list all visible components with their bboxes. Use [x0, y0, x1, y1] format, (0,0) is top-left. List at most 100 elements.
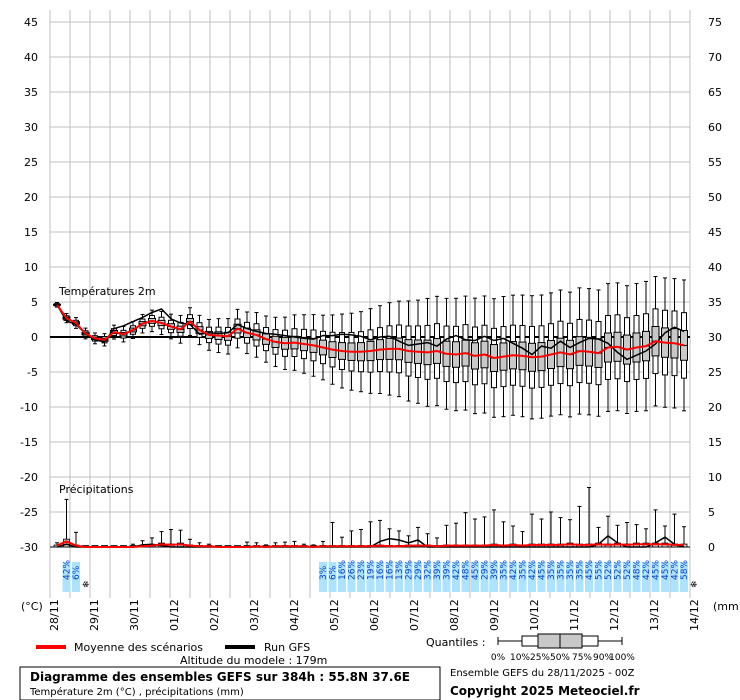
snow-prob-bg	[670, 562, 679, 592]
snow-prob-label: 35%	[547, 560, 557, 580]
quantile-label: 90%	[593, 653, 613, 663]
snow-prob-bg	[594, 562, 603, 592]
right-tick-label: 40	[708, 261, 722, 274]
snow-prob-bg	[62, 562, 71, 592]
snow-prob-bg	[547, 562, 555, 592]
x-tick-label: 01/12	[168, 599, 181, 631]
series-lines	[56, 304, 685, 549]
snow-prob-label: 42%	[528, 560, 538, 580]
snow-prob-label: 42%	[452, 560, 462, 580]
x-tick-label: 09/12	[488, 599, 501, 631]
left-tick-label: -5	[27, 366, 38, 379]
right-tick-label: 20	[708, 401, 722, 414]
right-axis-unit: (mm)	[713, 600, 740, 613]
snow-prob-label: 32%	[424, 560, 434, 580]
snow-prob-label: 35%	[500, 560, 510, 580]
snow-prob-bg	[518, 562, 527, 592]
left-tick-label: 0	[31, 331, 38, 344]
snow-prob-label: 35%	[566, 560, 576, 580]
left-tick-label: -25	[20, 506, 38, 519]
snow-prob-bg	[680, 562, 688, 592]
left-tick-label: 35	[24, 86, 38, 99]
snow-prob-bg	[585, 562, 593, 592]
snow-prob-label: 39%	[433, 560, 443, 580]
snow-flake-icon: ❄	[82, 580, 92, 588]
right-tick-label: 0	[708, 541, 715, 554]
snow-prob-label: 45%	[652, 560, 662, 580]
x-tick-label: 11/12	[568, 599, 581, 631]
snow-prob-label: 58%	[680, 560, 690, 580]
snow-prob-label: 52%	[604, 560, 614, 580]
snow-prob: ❄6%	[72, 562, 92, 592]
snow-prob-label: 16%	[376, 560, 386, 580]
snow-prob-bg	[632, 562, 641, 592]
snow-prob-label: 6%	[72, 565, 82, 580]
snow-prob-label: 52%	[623, 560, 633, 580]
altitude-text: Altitude du modele : 179m	[180, 654, 327, 667]
snow-prob-bg	[575, 562, 584, 592]
snow-prob: ❄58%	[680, 560, 700, 592]
quantile-labels: 0% 10% 25% 50% 75% 90%100%	[491, 653, 635, 663]
chart-title: Diagramme des ensembles GEFS sur 384h : …	[30, 670, 410, 684]
snow-prob-label: 42%	[509, 560, 519, 580]
left-tick-label: 5	[31, 296, 38, 309]
quantile-label: 50%	[550, 653, 570, 663]
snow-prob-bg	[357, 562, 365, 592]
right-tick-label: 10	[708, 471, 722, 484]
x-tick-label: 02/12	[208, 599, 221, 631]
right-tick-label: 45	[708, 226, 722, 239]
snow-prob-bg	[604, 562, 612, 592]
snow-prob-bg	[319, 562, 327, 592]
snow-prob-bg	[509, 562, 517, 592]
left-tick-label: 10	[24, 261, 38, 274]
x-tick-label: 30/11	[128, 599, 141, 631]
run-line-temp	[56, 304, 685, 361]
snow-probabilities: ❄42%❄6%❄3%❄6%❄16%❄26%❄23%❄19%❄16%❄16%❄13…	[62, 560, 700, 592]
x-tick-label: 10/12	[528, 599, 541, 631]
mean-line-temp	[56, 304, 685, 360]
right-tick-label: 5	[708, 506, 715, 519]
snow-prob-label: 45%	[585, 560, 595, 580]
snow-prob-bg	[366, 562, 375, 592]
left-tick-label: 45	[24, 16, 38, 29]
legend-mean-label: Moyenne des scénarios	[74, 641, 203, 654]
legend: Moyenne des scénarios Run GFS Quantiles …	[36, 633, 635, 663]
x-tick-label: 03/12	[248, 599, 261, 631]
right-tick-label: 50	[708, 191, 722, 204]
snow-prob-label: 13%	[395, 560, 405, 580]
snow-prob-label: 42%	[671, 560, 681, 580]
precip-section-label: Précipitations	[59, 483, 134, 496]
snow-prob-bg	[376, 562, 384, 592]
snow-prob-label: 42%	[63, 560, 73, 580]
snow-prob-label: 39%	[443, 560, 453, 580]
right-tick-label: 75	[708, 16, 722, 29]
left-tick-label: -30	[20, 541, 38, 554]
quantile-label: 100%	[609, 653, 635, 663]
snow-prob-label: 16%	[386, 560, 396, 580]
snow-prob-bg	[452, 562, 460, 592]
x-tick-label: 13/12	[648, 599, 661, 631]
snow-prob-bg	[433, 562, 441, 592]
snow-prob-bg	[461, 562, 470, 592]
snow-prob-label: 55%	[595, 560, 605, 580]
snow-prob-bg	[490, 562, 498, 592]
snow-prob-label: 35%	[576, 560, 586, 580]
snow-prob-label: 3%	[319, 565, 329, 580]
quantile-label: 75%	[572, 653, 592, 663]
x-tick-label: 12/12	[608, 599, 621, 631]
snow-prob-bg	[480, 562, 489, 592]
snow-prob-label: 48%	[633, 560, 643, 580]
snow-prob-bg	[537, 562, 546, 592]
snow-prob-bg	[385, 562, 394, 592]
snow-prob-bg	[661, 562, 669, 592]
snow-prob-bg	[651, 562, 660, 592]
snow-prob-bg	[642, 562, 650, 592]
x-tick-label: 14/12	[688, 599, 701, 631]
snow-prob-bg	[404, 562, 413, 592]
right-tick-label: 30	[708, 331, 722, 344]
snow-prob-bg	[442, 562, 451, 592]
quantile-label: 0%	[491, 653, 506, 663]
left-tick-label: 25	[24, 156, 38, 169]
snow-prob-label: 45%	[471, 560, 481, 580]
snow-prob-label: 39%	[490, 560, 500, 580]
